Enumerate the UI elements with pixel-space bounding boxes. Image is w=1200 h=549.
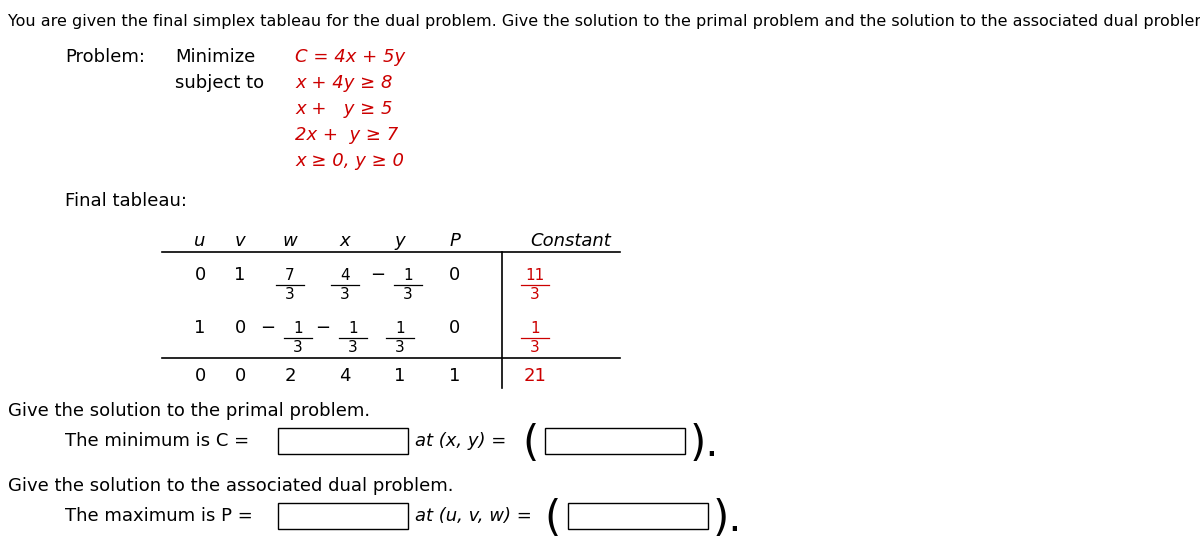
- Text: 21: 21: [523, 367, 546, 385]
- Text: 4: 4: [340, 268, 350, 283]
- Text: y: y: [395, 232, 406, 250]
- Text: v: v: [235, 232, 245, 250]
- Text: 11: 11: [526, 268, 545, 283]
- Text: (: (: [545, 498, 562, 540]
- Text: 3: 3: [530, 287, 540, 302]
- Text: Problem:: Problem:: [65, 48, 145, 66]
- Text: x ≥ 0, y ≥ 0: x ≥ 0, y ≥ 0: [295, 152, 404, 170]
- Text: 1: 1: [395, 367, 406, 385]
- Text: ).: ).: [713, 498, 743, 540]
- Text: 3: 3: [286, 287, 295, 302]
- Text: 3: 3: [348, 340, 358, 355]
- Text: Give the solution to the associated dual problem.: Give the solution to the associated dual…: [8, 477, 454, 495]
- Bar: [545, 428, 685, 454]
- Text: 0: 0: [194, 367, 205, 385]
- Text: 2x +  y ≥ 7: 2x + y ≥ 7: [295, 126, 398, 144]
- Text: x: x: [340, 232, 350, 250]
- Text: 0: 0: [234, 367, 246, 385]
- Bar: [278, 503, 408, 529]
- Text: 1: 1: [530, 321, 540, 336]
- Text: Final tableau:: Final tableau:: [65, 192, 187, 210]
- Text: 1: 1: [348, 321, 358, 336]
- Text: Minimize: Minimize: [175, 48, 256, 66]
- Text: w: w: [283, 232, 298, 250]
- Text: 1: 1: [293, 321, 302, 336]
- Text: 0: 0: [194, 266, 205, 284]
- Text: 3: 3: [403, 287, 413, 302]
- Text: 0: 0: [449, 266, 461, 284]
- Text: x + 4y ≥ 8: x + 4y ≥ 8: [295, 74, 392, 92]
- Text: 2: 2: [284, 367, 295, 385]
- Text: The maximum is P =: The maximum is P =: [65, 507, 253, 525]
- Text: 1: 1: [403, 268, 413, 283]
- Text: Give the solution to the primal problem.: Give the solution to the primal problem.: [8, 402, 370, 420]
- Text: P: P: [450, 232, 461, 250]
- Text: Constant: Constant: [530, 232, 611, 250]
- Bar: [278, 428, 408, 454]
- Text: 0: 0: [449, 319, 461, 337]
- Text: subject to: subject to: [175, 74, 264, 92]
- Text: u: u: [194, 232, 205, 250]
- Text: x +   y ≥ 5: x + y ≥ 5: [295, 100, 392, 118]
- Bar: [568, 503, 708, 529]
- Text: −: −: [260, 319, 276, 337]
- Text: at (u, v, w) =: at (u, v, w) =: [415, 507, 532, 525]
- Text: at (x, y) =: at (x, y) =: [415, 432, 506, 450]
- Text: 3: 3: [340, 287, 350, 302]
- Text: 3: 3: [530, 340, 540, 355]
- Text: −: −: [371, 266, 385, 284]
- Text: 3: 3: [293, 340, 302, 355]
- Text: 0: 0: [234, 319, 246, 337]
- Text: 1: 1: [449, 367, 461, 385]
- Text: 1: 1: [234, 266, 246, 284]
- Text: 3: 3: [395, 340, 404, 355]
- Text: 1: 1: [395, 321, 404, 336]
- Text: The minimum is C =: The minimum is C =: [65, 432, 250, 450]
- Text: ).: ).: [690, 423, 720, 465]
- Text: 7: 7: [286, 268, 295, 283]
- Text: 1: 1: [194, 319, 205, 337]
- Text: −: −: [316, 319, 330, 337]
- Text: C = 4x + 5y: C = 4x + 5y: [295, 48, 406, 66]
- Text: 4: 4: [340, 367, 350, 385]
- Text: (: (: [522, 423, 538, 465]
- Text: You are given the final simplex tableau for the dual problem. Give the solution : You are given the final simplex tableau …: [8, 14, 1200, 29]
